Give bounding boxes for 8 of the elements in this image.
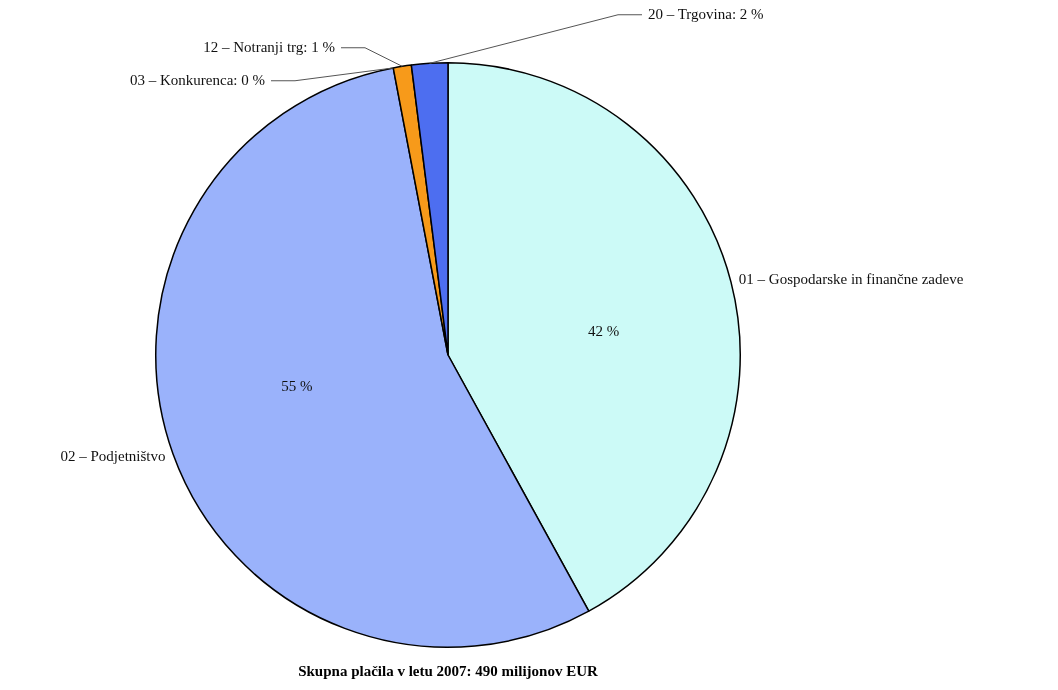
slice-label: 20 – Trgovina: 2 % <box>648 5 764 22</box>
data-label: 42 % <box>588 322 620 339</box>
category-label: 03 – Konkurenca: 0 % <box>130 71 265 88</box>
data-label: 55 % <box>281 377 313 394</box>
slice-label: 12 – Notranji trg: 1 % <box>203 38 335 55</box>
slice-label: 02 – Podjetništvo <box>60 447 166 464</box>
slice-label: 01 – Gospodarske in finančne zadeve <box>738 271 964 288</box>
text: Skupna plačila v letu 2007: 490 milijonov EUR <box>298 662 598 679</box>
